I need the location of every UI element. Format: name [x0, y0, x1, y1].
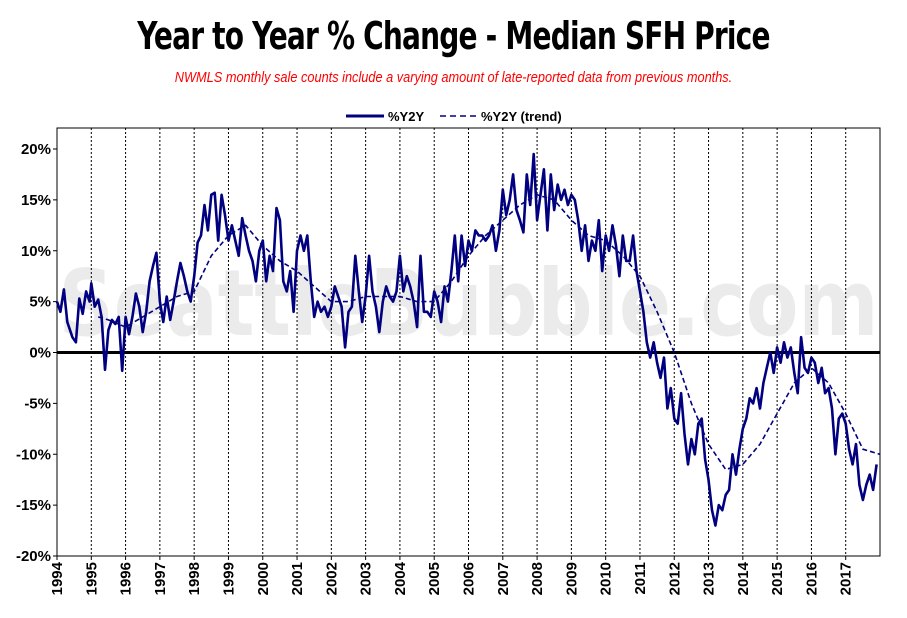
- x-tick-label: 2013: [701, 562, 718, 595]
- legend-label-y2y: %Y2Y: [388, 109, 424, 124]
- y-tick-label: -10%: [16, 446, 51, 463]
- x-tick-label: 2001: [289, 562, 306, 595]
- chart-subtitle: NWMLS monthly sale counts include a vary…: [174, 70, 733, 86]
- trend-line: [97, 194, 881, 471]
- y-tick-label: 10%: [21, 243, 51, 260]
- y-tick-label: -20%: [16, 548, 51, 565]
- x-tick-label: 2017: [838, 562, 855, 595]
- x-tick-label: 1996: [118, 562, 135, 595]
- y-tick-label: -5%: [24, 395, 51, 412]
- x-tick-label: 2016: [803, 562, 820, 595]
- y-tick-label: 5%: [29, 294, 51, 311]
- legend: %Y2Y %Y2Y (trend): [346, 109, 562, 124]
- y-tick-label: 0%: [29, 345, 51, 362]
- y-tick-label: 15%: [21, 192, 51, 209]
- legend-label-trend: %Y2Y (trend): [481, 109, 562, 124]
- x-tick-label: 2007: [495, 562, 512, 595]
- x-tick-label: 1997: [152, 562, 169, 595]
- chart-title: Year to Year % Change - Median SFH Price: [137, 14, 770, 58]
- x-tick-label: 2003: [358, 562, 375, 595]
- y-tick-label: 20%: [21, 141, 51, 158]
- x-tick-label: 2009: [563, 562, 580, 595]
- y-tick-label: -15%: [16, 497, 51, 514]
- x-tick-label: 2015: [769, 562, 786, 595]
- x-tick-label: 2010: [598, 562, 615, 595]
- y2y-line: [55, 152, 878, 527]
- grid: [56, 127, 881, 557]
- series: [55, 152, 881, 527]
- x-tick-label: 2004: [392, 561, 409, 595]
- x-tick-label: 1995: [83, 562, 100, 595]
- x-tick-label: 2000: [255, 562, 272, 595]
- x-tick-label: 2011: [632, 562, 649, 595]
- x-tick-label: 2008: [529, 562, 546, 595]
- x-tick-label: 2012: [666, 562, 683, 595]
- x-tick-label: 1994: [49, 561, 66, 595]
- x-tick-label: 2005: [426, 562, 443, 595]
- x-tick-label: 2014: [735, 561, 752, 595]
- x-tick-label: 1998: [186, 562, 203, 595]
- axes: 20% 15% 10% 5% 0% -5% -10% -15% -20%1994 1995 1996…: [16, 141, 880, 595]
- x-tick-label: 2002: [323, 562, 340, 595]
- x-tick-label: 2006: [461, 562, 478, 595]
- x-tick-label: 1999: [220, 562, 237, 595]
